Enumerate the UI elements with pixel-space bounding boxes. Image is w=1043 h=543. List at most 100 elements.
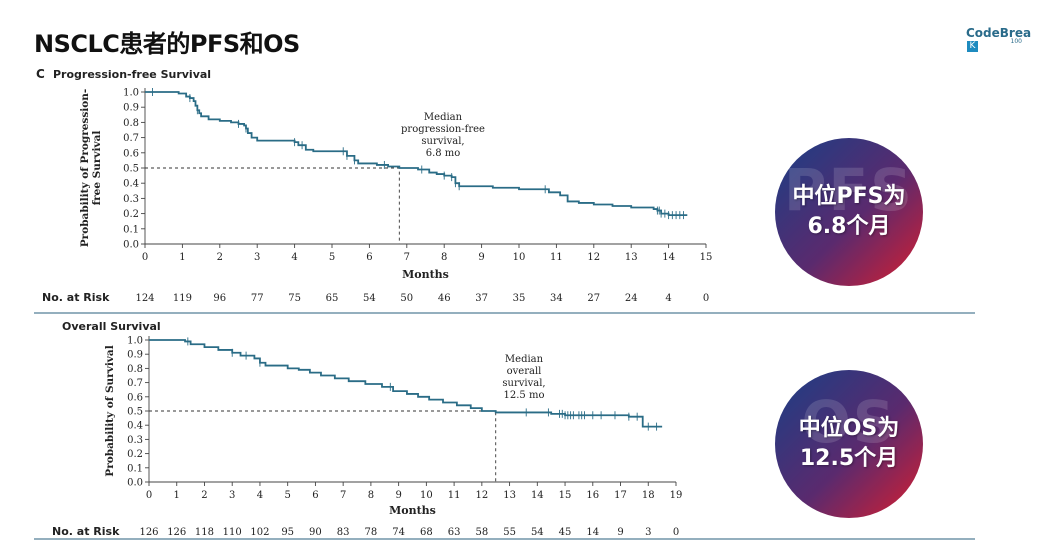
pfs-badge-line2: 6.8个月 [807,214,891,239]
os-x-tick-label: 19 [670,490,683,501]
pfs-risk-value: 50 [400,293,413,304]
os-chart-title: Overall Survival [62,320,161,333]
pfs-x-tick-label: 11 [550,252,563,263]
pfs-y-tick-label: 1.0 [123,88,139,99]
pfs-risk-value: 34 [550,293,563,304]
os-risk-value: 9 [617,527,623,538]
pfs-y-tick-label: 0.4 [123,179,139,190]
pfs-risk-value: 27 [587,293,600,304]
pfs-badge-watermark: PFS [784,156,914,224]
pfs-panel-letter: C [36,67,45,81]
os-x-tick-label: 15 [559,490,572,501]
os-x-axis-label: Months [389,504,436,517]
os-risk-value: 74 [392,527,405,538]
pfs-x-tick-label: 9 [478,252,484,263]
os-badge-line2: 12.5个月 [799,446,899,471]
os-risk-value: 55 [503,527,516,538]
os-x-tick-label: 1 [174,490,180,501]
pfs-x-tick-label: 12 [587,252,600,263]
pfs-badge-line1: 中位PFS为 [792,184,906,209]
pfs-risk-value: 77 [251,293,264,304]
pfs-y-axis-label: Probability of Progression- [79,89,91,247]
os-y-tick-label: 1.0 [127,336,143,347]
os-x-tick-label: 9 [395,490,401,501]
pfs-x-tick-label: 5 [329,252,335,263]
os-risk-value: 90 [309,527,322,538]
os-x-tick-label: 0 [146,490,152,501]
pfs-x-tick-label: 1 [179,252,185,263]
pfs-median-line [145,167,400,244]
pfs-risk-value: 24 [625,293,638,304]
pfs-risk-value: 124 [135,293,154,304]
os-y-tick-label: 0.2 [127,449,143,460]
os-risk-value: 83 [337,527,350,538]
pfs-y-axis-label: free Survival [91,131,103,206]
pfs-median-label: progression-free [401,124,485,135]
os-risk-value: 0 [673,527,679,538]
os-risk-value: 14 [586,527,599,538]
os-badge-text: 中位OS为 12.5个月 [775,414,923,474]
pfs-y-tick-label: 0.5 [123,164,139,175]
os-risk-value: 45 [559,527,572,538]
pfs-x-tick-label: 3 [254,252,260,263]
os-median-label: 12.5 mo [504,390,545,401]
os-x-tick-label: 4 [257,490,263,501]
pfs-risk-value: 65 [326,293,339,304]
pfs-risk-label: No. at Risk [42,291,110,304]
os-survival-curve [149,339,663,428]
os-x-tick-label: 7 [340,490,346,501]
os-y-tick-label: 0.5 [127,407,143,418]
pfs-risk-value: 46 [438,293,451,304]
os-median-label: Median [505,354,544,365]
pfs-y-tick-label: 0.0 [123,240,139,251]
pfs-x-tick-label: 2 [217,252,223,263]
pfs-x-tick-label: 0 [142,252,148,263]
os-risk-value: 102 [250,527,269,538]
os-badge-line1: 中位OS为 [798,416,900,441]
os-risk-value: 63 [448,527,461,538]
os-median-label: overall [507,366,542,377]
os-risk-value: 126 [139,527,158,538]
os-y-tick-label: 0.3 [127,435,143,446]
os-risk-value: 95 [281,527,294,538]
pfs-y-tick-label: 0.3 [123,194,139,205]
os-x-tick-label: 16 [586,490,599,501]
pfs-y-tick-label: 0.2 [123,209,139,220]
os-risk-value: 3 [645,527,651,538]
pfs-x-tick-label: 10 [513,252,526,263]
os-x-tick-label: 10 [420,490,433,501]
os-median-label: survival, [502,378,545,389]
pfs-x-axis-label: Months [402,268,449,281]
pfs-y-tick-label: 0.8 [123,118,139,129]
os-risk-value: 118 [195,527,214,538]
pfs-survival-curve [145,91,688,217]
os-median-line [149,410,497,482]
os-x-tick-label: 17 [614,490,627,501]
pfs-x-tick-label: 7 [404,252,410,263]
os-badge: OS 中位OS为 12.5个月 [775,370,923,518]
os-y-tick-label: 0.6 [127,392,143,403]
os-risk-value: 78 [365,527,378,538]
slide-title: NSCLC患者的PFS和OS [34,30,300,58]
pfs-x-tick-label: 6 [366,252,372,263]
os-y-tick-label: 0.8 [127,364,143,375]
pfs-x-tick-label: 14 [662,252,675,263]
pfs-risk-value: 0 [703,293,709,304]
codebreak-logo: CodeBreaK 100 [966,22,1036,52]
os-risk-value: 68 [420,527,433,538]
pfs-badge-text: 中位PFS为 6.8个月 [775,182,923,242]
pfs-risk-value: 35 [513,293,526,304]
pfs-risk-value: 54 [363,293,376,304]
os-x-tick-label: 5 [284,490,290,501]
os-risk-value: 110 [223,527,242,538]
pfs-risk-value: 4 [665,293,671,304]
os-y-tick-label: 0.7 [127,378,143,389]
os-y-tick-label: 0.4 [127,421,143,432]
pfs-risk-value: 37 [475,293,488,304]
os-x-tick-label: 2 [201,490,207,501]
os-x-tick-label: 13 [503,490,516,501]
os-y-tick-label: 0.0 [127,478,143,489]
pfs-y-tick-label: 0.7 [123,133,139,144]
os-x-tick-label: 18 [642,490,655,501]
